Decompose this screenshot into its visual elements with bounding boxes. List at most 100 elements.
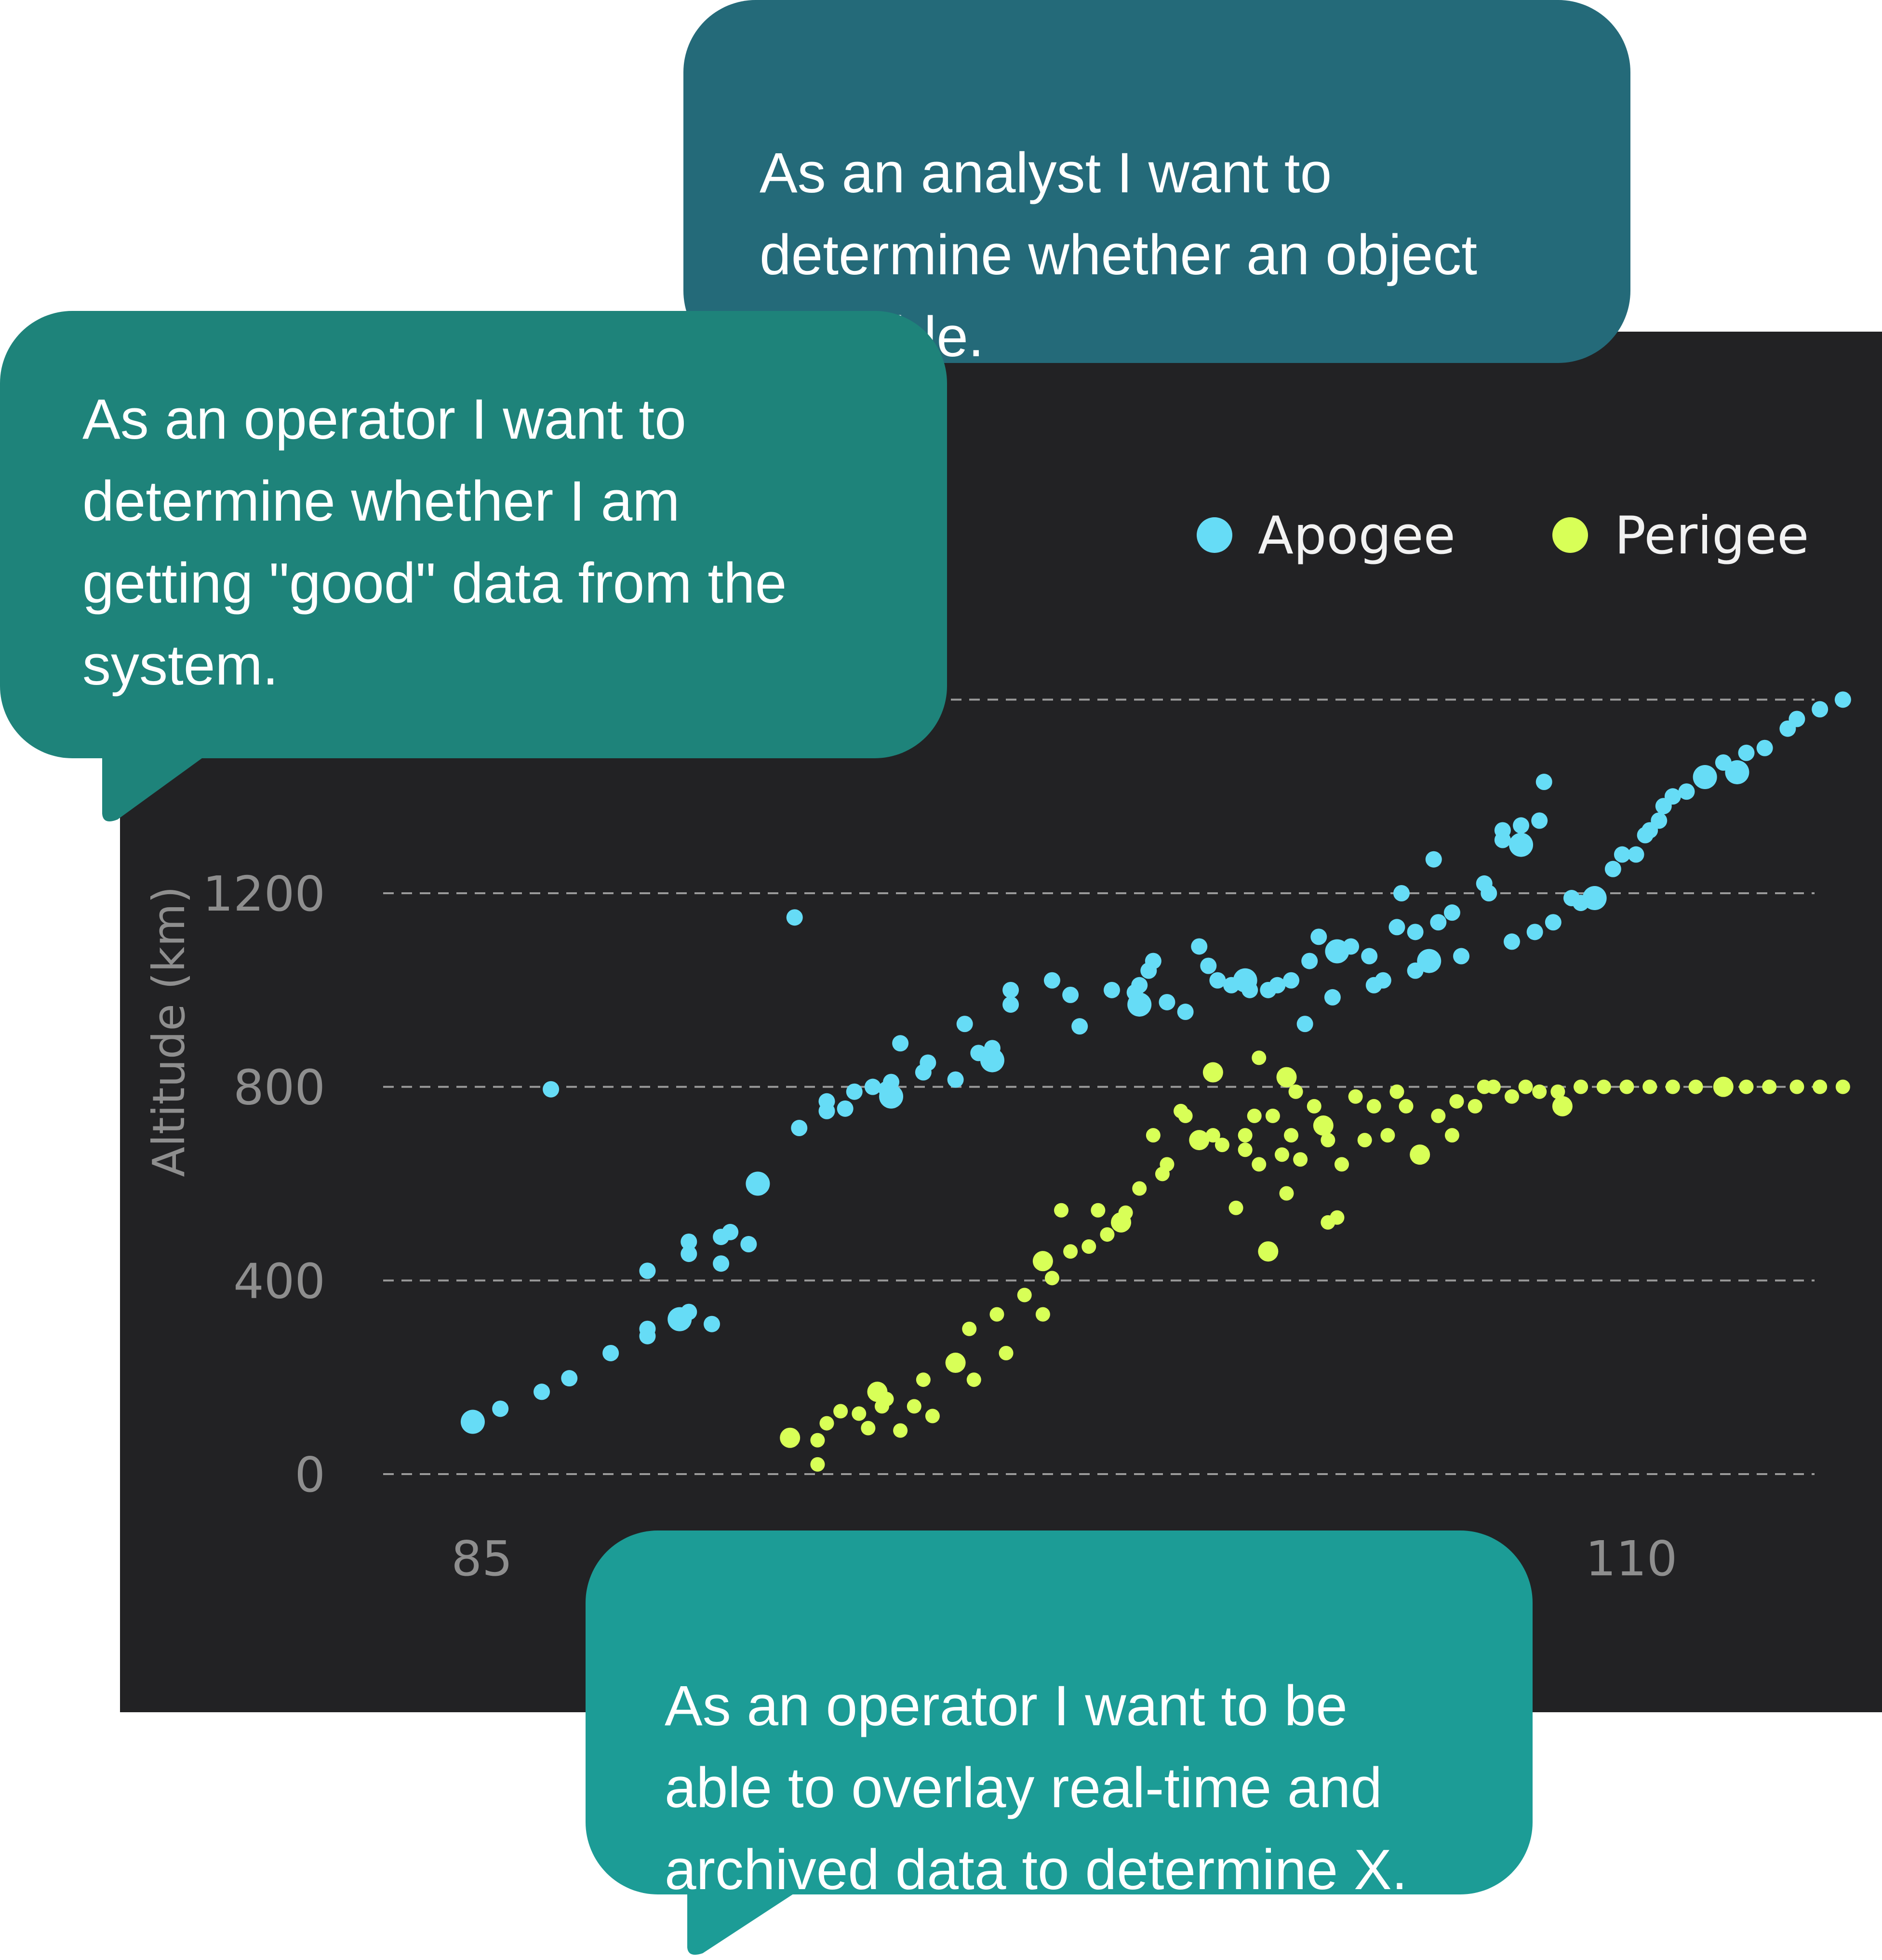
apogee-point [1071,1018,1088,1035]
apogee-point [1604,860,1621,877]
apogee-point [1693,765,1717,789]
perigee-point [1189,1130,1210,1151]
perigee-point [1160,1157,1175,1172]
apogee-point [639,1262,656,1279]
perigee-point [1258,1241,1279,1262]
apogee-point [1127,992,1152,1017]
legend-apogee-marker [1197,517,1232,553]
apogee-point [1200,957,1217,974]
perigee-point [1279,1186,1294,1201]
apogee-point [1526,924,1543,940]
apogee-point [980,1048,1004,1073]
apogee-point [561,1370,578,1387]
x-tick-label: 85 [451,1530,512,1587]
apogee-point [1738,744,1755,761]
perigee-point [1713,1076,1734,1097]
apogee-point [639,1320,656,1337]
operator-data-callout: As an operator I want to determine wheth… [0,311,947,758]
perigee-point [966,1372,981,1387]
overlay-callout: As an operator I want to be able to over… [586,1530,1533,1902]
perigee-point [1835,1079,1850,1094]
perigee-point [1284,1128,1299,1143]
apogee-point [1509,832,1534,857]
perigee-point [1518,1079,1533,1094]
apogee-point [1324,989,1341,1006]
perigee-point [1247,1108,1262,1123]
perigee-point [1238,1142,1253,1157]
perigee-point [1431,1108,1446,1123]
perigee-point [861,1421,876,1436]
apogee-point [704,1316,720,1332]
y-tick-label: 0 [294,1447,325,1503]
perigee-point [1178,1108,1193,1123]
apogee-point [740,1236,757,1253]
apogee-point [1756,739,1773,756]
perigee-point [1789,1079,1804,1094]
apogee-point [1191,938,1208,955]
y-tick-label: 1200 [203,866,326,922]
perigee-point [1762,1079,1777,1094]
perigee-point [1202,1062,1223,1083]
perigee-point [1215,1138,1229,1153]
perigee-point [833,1404,848,1419]
perigee-point [1228,1200,1243,1215]
apogee-point [602,1344,619,1361]
apogee-point [1301,953,1318,969]
perigee-point [852,1406,867,1421]
apogee-point [1430,914,1447,931]
legend: Apogee Perigee [1197,506,1809,566]
apogee-point [1361,948,1378,965]
y-tick-label: 400 [233,1253,325,1309]
perigee-point [879,1392,894,1407]
apogee-point [1545,914,1562,931]
apogee-point [722,1223,739,1240]
perigee-point [916,1372,931,1387]
perigee-point [1357,1133,1372,1148]
perigee-point [1307,1099,1321,1114]
perigee-point [1348,1089,1363,1104]
perigee-point [1399,1099,1414,1114]
perigee-point [1380,1128,1395,1143]
apogee-point [864,1078,881,1095]
apogee-point [791,1120,808,1137]
apogee-point [746,1171,770,1196]
perigee-point [962,1321,977,1336]
perigee-point [1276,1067,1297,1087]
apogee-point [1443,904,1460,921]
apogee-point [492,1400,509,1417]
perigee-point [945,1353,966,1373]
perigee-point [1642,1079,1657,1094]
perigee-point [1032,1251,1053,1272]
perigee-point [1574,1079,1588,1094]
apogee-point [956,1016,973,1033]
apogee-point [1043,972,1060,989]
perigee-point [810,1433,825,1448]
apogee-point [1513,817,1530,834]
analyst-callout: As an analyst I want to determine whethe… [683,0,1630,369]
apogee-point [460,1410,485,1434]
apogee-point [1481,885,1497,901]
perigee-point [1146,1128,1161,1143]
apogee-point [1002,996,1019,1013]
apogee-point [1678,783,1695,800]
apogee-point [1103,981,1120,998]
apogee-point [1725,760,1749,784]
apogee-point [1296,1016,1313,1033]
perigee-point [1017,1288,1032,1302]
apogee-point [1388,919,1405,936]
perigee-point [1552,1096,1573,1116]
apogee-point [681,1246,697,1262]
apogee-point [1531,812,1548,829]
perigee-point [1132,1181,1147,1196]
perigee-point [1619,1079,1634,1094]
overlay-callout-text: As an operator I want to be able to over… [665,1674,1408,1902]
apogee-point [1209,972,1226,989]
perigee-point [1238,1128,1253,1143]
overlay-callout-tail [687,1885,800,1955]
perigee-point [1252,1157,1267,1172]
perigee-point [810,1457,825,1472]
perigee-point [1504,1089,1519,1104]
apogee-point [837,1100,854,1117]
